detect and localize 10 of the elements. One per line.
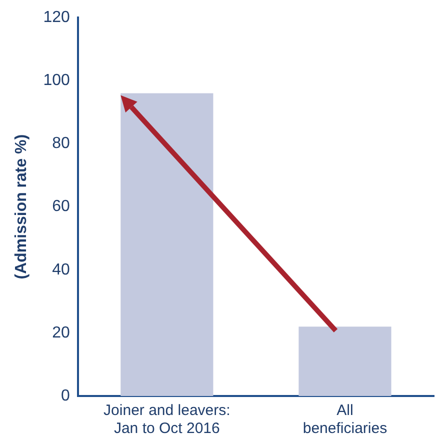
y-tick-label: 40: [52, 261, 70, 278]
y-axis-title: (Admission rate %): [13, 134, 30, 280]
y-tick-label: 120: [43, 9, 70, 26]
y-tick-label: 20: [52, 324, 70, 342]
y-tick-label: 80: [52, 135, 70, 152]
y-tick-label: 100: [43, 72, 70, 90]
y-tick-label: 0: [60, 387, 70, 404]
x-tick-label: All beneficiaries: [302, 402, 388, 438]
x-tick-label: Joiner and leavers: Jan to Oct 2016: [104, 402, 230, 438]
y-tick-label: 60: [52, 198, 70, 216]
